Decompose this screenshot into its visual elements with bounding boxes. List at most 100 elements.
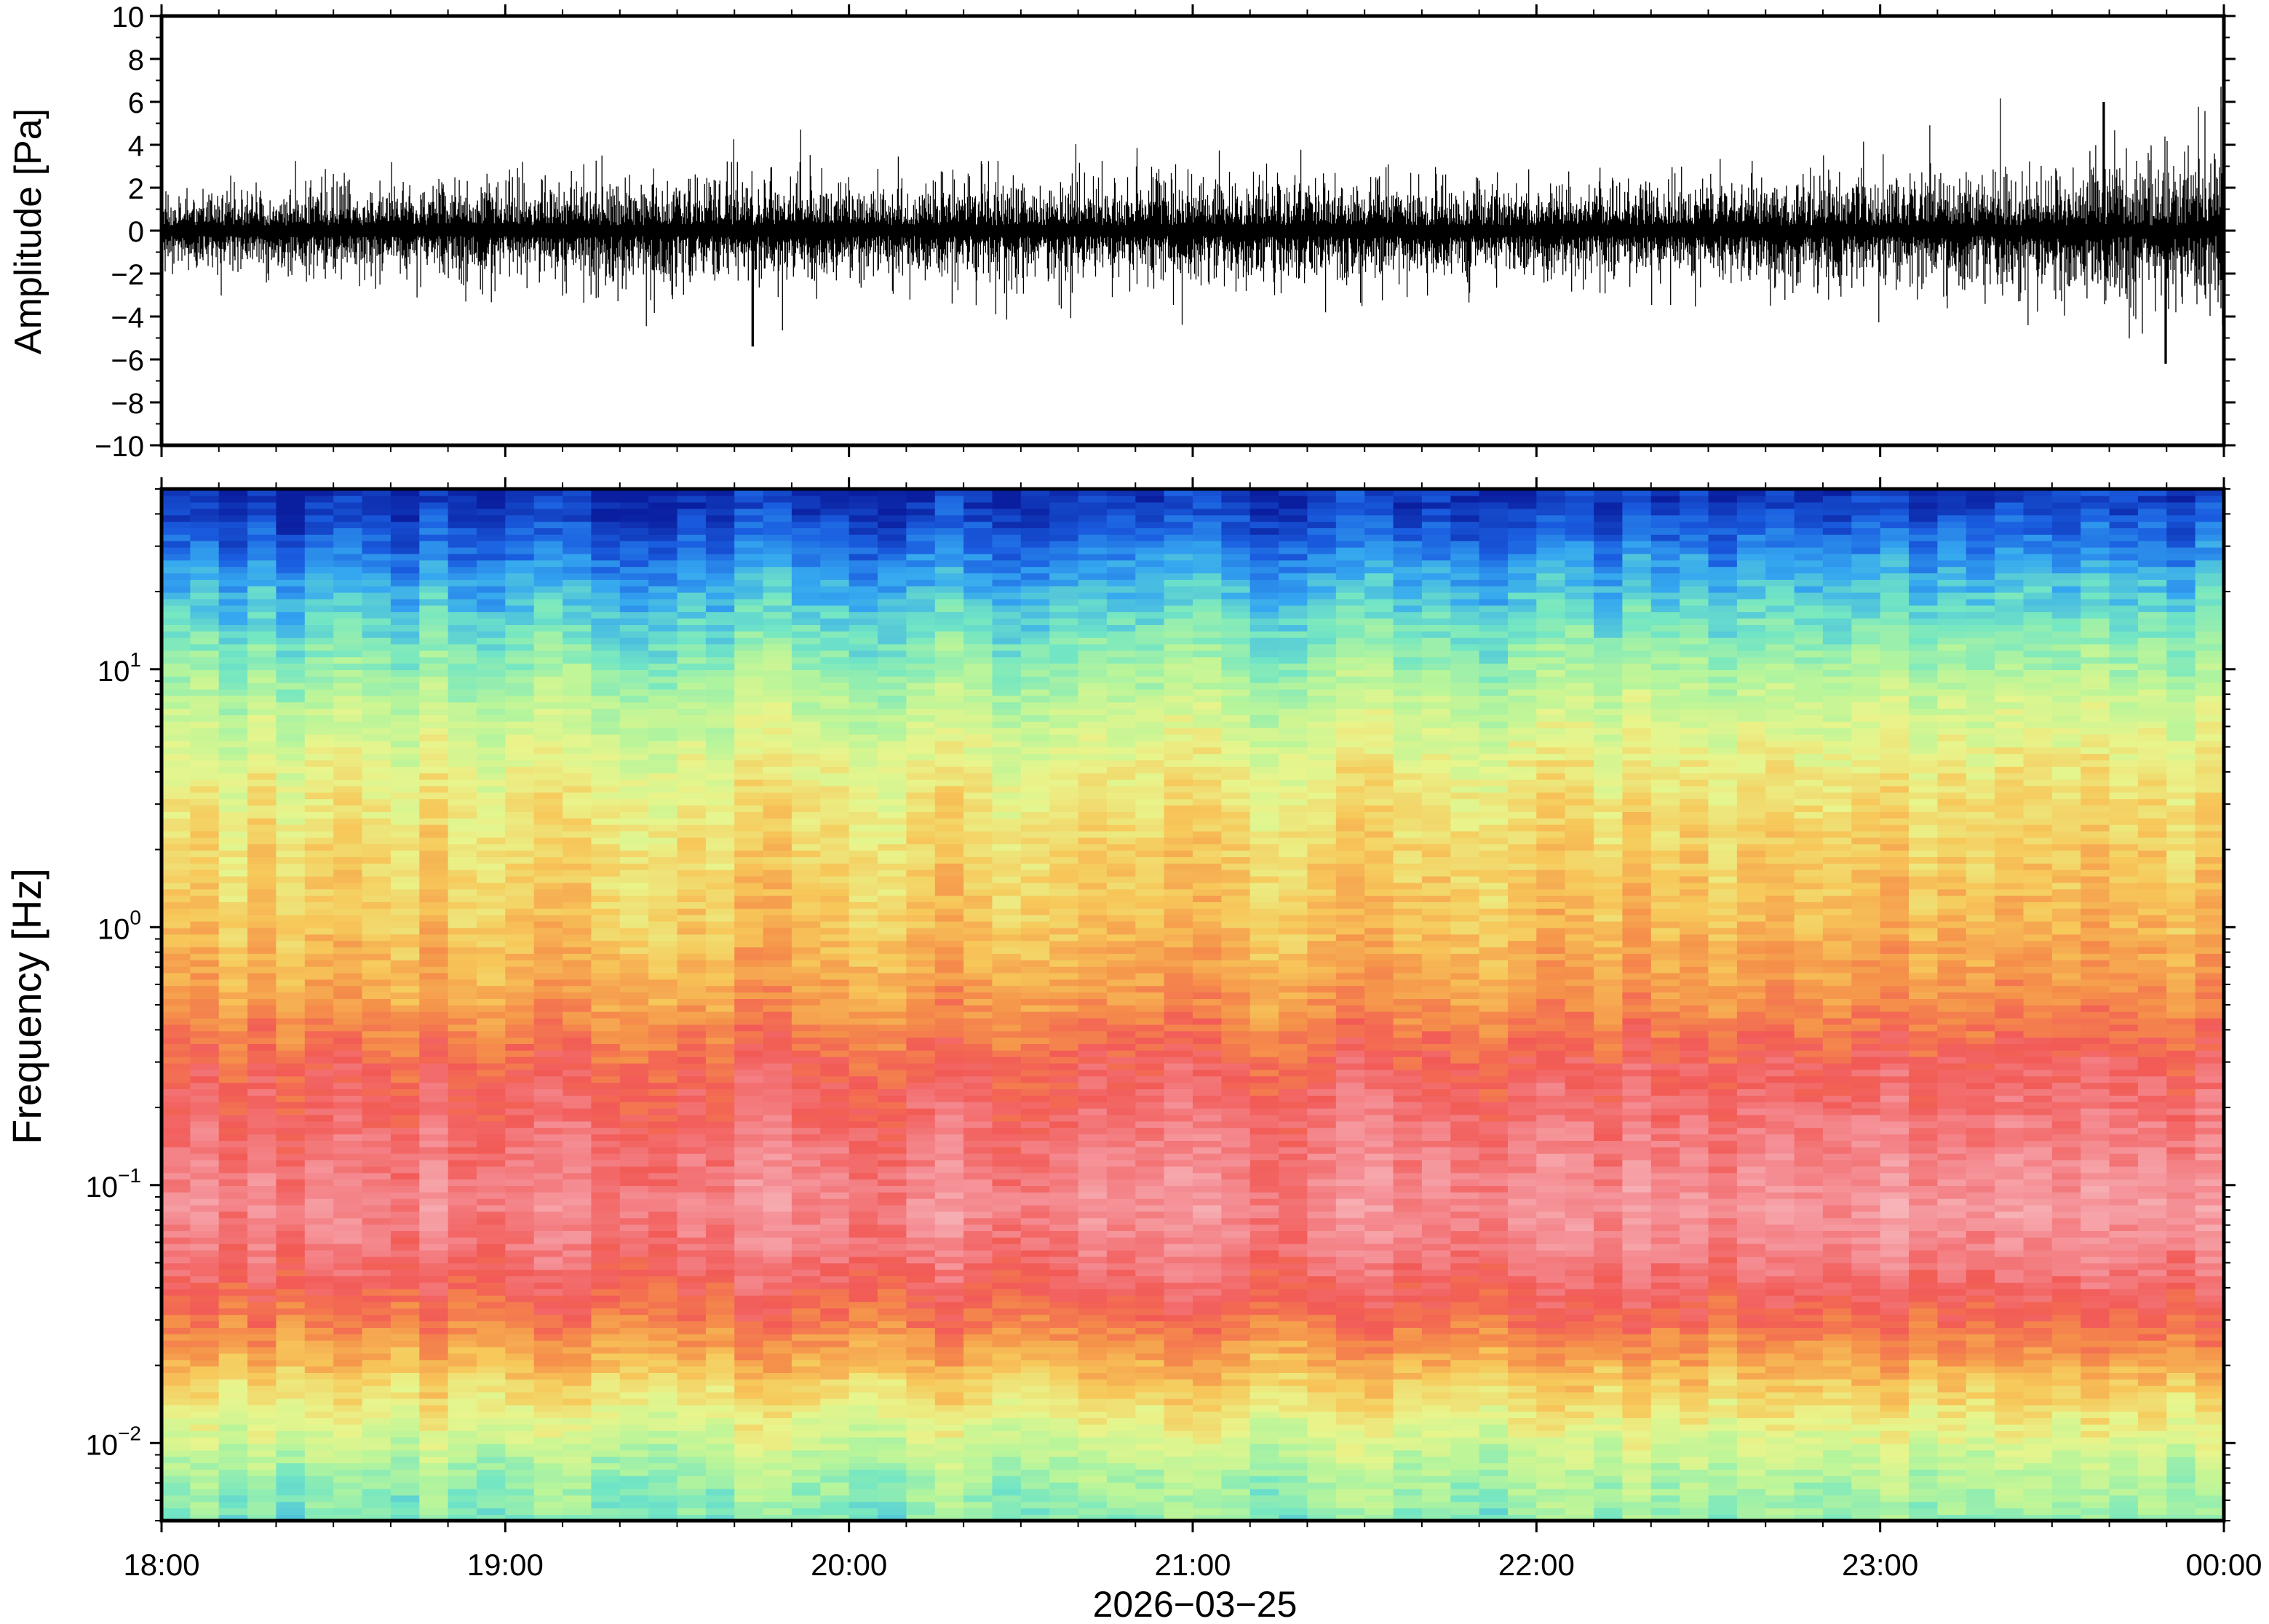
spectrogram-cell bbox=[878, 1424, 907, 1431]
spectrogram-cell bbox=[563, 934, 592, 942]
spectrogram-cell bbox=[734, 740, 764, 748]
spectrogram-cell bbox=[477, 1030, 506, 1038]
spectrogram-cell bbox=[333, 1204, 363, 1212]
spectrogram-cell bbox=[190, 695, 220, 703]
spectrogram-cell bbox=[791, 663, 822, 670]
spectrogram-cell bbox=[218, 818, 248, 825]
spectrogram-cell bbox=[677, 863, 707, 870]
spectrogram-cell bbox=[533, 1275, 563, 1283]
spectrogram-cell bbox=[333, 1088, 363, 1096]
spectrogram-cell bbox=[906, 1269, 936, 1277]
spectrogram-cell bbox=[619, 1334, 649, 1341]
spectrogram-cell bbox=[448, 1172, 477, 1180]
spectrogram-cell bbox=[705, 1005, 736, 1012]
spectrogram-cell bbox=[878, 669, 907, 677]
spectrogram-cell bbox=[619, 721, 649, 728]
spectrogram-cell bbox=[162, 733, 191, 741]
spectrogram-cell bbox=[992, 1501, 1022, 1509]
spectrogram-cell bbox=[963, 1217, 993, 1225]
spectrogram-cell bbox=[218, 1069, 248, 1077]
spectrogram-cell bbox=[390, 1159, 421, 1167]
spectrogram-cell bbox=[1020, 1340, 1050, 1348]
spectrogram-cell bbox=[563, 1127, 592, 1135]
spectrogram-cell bbox=[247, 1217, 277, 1225]
spectrogram-cell bbox=[677, 1179, 707, 1186]
spectrogram-cell bbox=[849, 514, 878, 522]
spectrogram-cell bbox=[505, 1107, 535, 1115]
spectrogram-cell bbox=[505, 1017, 535, 1025]
spectrogram-cell bbox=[791, 895, 822, 902]
spectrogram-cell bbox=[304, 1050, 334, 1057]
spectrogram-cell bbox=[963, 773, 993, 780]
spectrogram-cell bbox=[849, 1204, 878, 1212]
spectrogram-cell bbox=[677, 1456, 707, 1464]
spectrogram-cell bbox=[734, 934, 764, 942]
spectrogram-cell bbox=[677, 1469, 707, 1476]
spectrogram-cell bbox=[992, 637, 1022, 645]
spectrogram-cell bbox=[218, 1192, 248, 1199]
spectrogram-cell bbox=[333, 830, 363, 838]
spectrogram-cell bbox=[390, 1204, 421, 1212]
spectrogram-cell bbox=[677, 1166, 707, 1174]
spectrogram-cell bbox=[992, 818, 1022, 825]
spectrogram-cell bbox=[533, 489, 563, 496]
spectrogram-cell bbox=[190, 1050, 220, 1057]
spectrogram-cell bbox=[591, 1101, 621, 1109]
spectrogram-cell bbox=[563, 1095, 592, 1102]
spectrogram-cell bbox=[791, 669, 822, 677]
spectrogram-cell bbox=[162, 1062, 191, 1070]
spectrogram-cell bbox=[791, 1385, 822, 1393]
spectrogram-cell bbox=[448, 489, 477, 496]
spectrogram-cell bbox=[419, 1134, 449, 1141]
spectrogram-cell bbox=[820, 1037, 850, 1044]
spectrogram-cell bbox=[390, 1494, 421, 1502]
spectrogram-cell bbox=[448, 1017, 477, 1025]
spectrogram-cell bbox=[791, 1314, 822, 1322]
spectrogram-cell bbox=[591, 1075, 621, 1083]
spectrogram-cell bbox=[247, 1275, 277, 1283]
spectrogram-cell bbox=[648, 1159, 678, 1167]
spectrogram-cell bbox=[648, 960, 678, 967]
spectrogram-cell bbox=[820, 1159, 850, 1167]
spectrogram-cell bbox=[591, 656, 621, 664]
spectrogram-cell bbox=[648, 888, 678, 896]
spectrogram-cell bbox=[763, 1327, 792, 1334]
spectrogram-cell bbox=[333, 1166, 363, 1174]
spectrogram-cell bbox=[533, 960, 563, 967]
spectrogram-cell bbox=[304, 908, 334, 915]
spectrogram-cell bbox=[705, 972, 736, 980]
spectrogram-cell bbox=[419, 695, 449, 703]
spectrogram-cell bbox=[705, 1224, 736, 1231]
spectrogram-cell bbox=[247, 643, 277, 651]
spectrogram-cell bbox=[878, 715, 907, 722]
spectrogram-cell bbox=[362, 1436, 392, 1444]
spectrogram-cell bbox=[963, 1398, 993, 1406]
spectrogram-cell bbox=[477, 1159, 506, 1167]
spectrogram-cell bbox=[162, 920, 191, 928]
spectrogram-cell bbox=[963, 1262, 993, 1270]
spectrogram-cell bbox=[563, 998, 592, 1006]
spectrogram-cell bbox=[906, 766, 936, 773]
spectrogram-cell bbox=[648, 1417, 678, 1425]
spectrogram-cell bbox=[791, 1411, 822, 1418]
spectrogram-cell bbox=[218, 708, 248, 715]
spectrogram-cell bbox=[477, 901, 506, 909]
spectrogram-cell bbox=[906, 733, 936, 741]
spectrogram-cell bbox=[477, 611, 506, 619]
spectrogram-cell bbox=[304, 1334, 334, 1341]
spectrogram-cell bbox=[505, 824, 535, 832]
spectrogram-cell bbox=[734, 605, 764, 613]
spectrogram-cell bbox=[849, 869, 878, 877]
spectrogram-cell bbox=[963, 747, 993, 755]
spectrogram-cell bbox=[992, 1462, 1022, 1470]
spectrogram-cell bbox=[906, 895, 936, 902]
spectrogram-cell bbox=[763, 914, 792, 922]
spectrogram-cell bbox=[934, 1379, 964, 1386]
spectrogram-cell bbox=[619, 818, 649, 825]
spectrogram-cell bbox=[763, 1359, 792, 1367]
spectrogram-cell bbox=[763, 715, 792, 722]
spectrogram-cell bbox=[448, 708, 477, 715]
spectrogram-cell bbox=[477, 514, 506, 522]
spectrogram-cell bbox=[362, 792, 392, 800]
spectrogram-cell bbox=[677, 1243, 707, 1251]
